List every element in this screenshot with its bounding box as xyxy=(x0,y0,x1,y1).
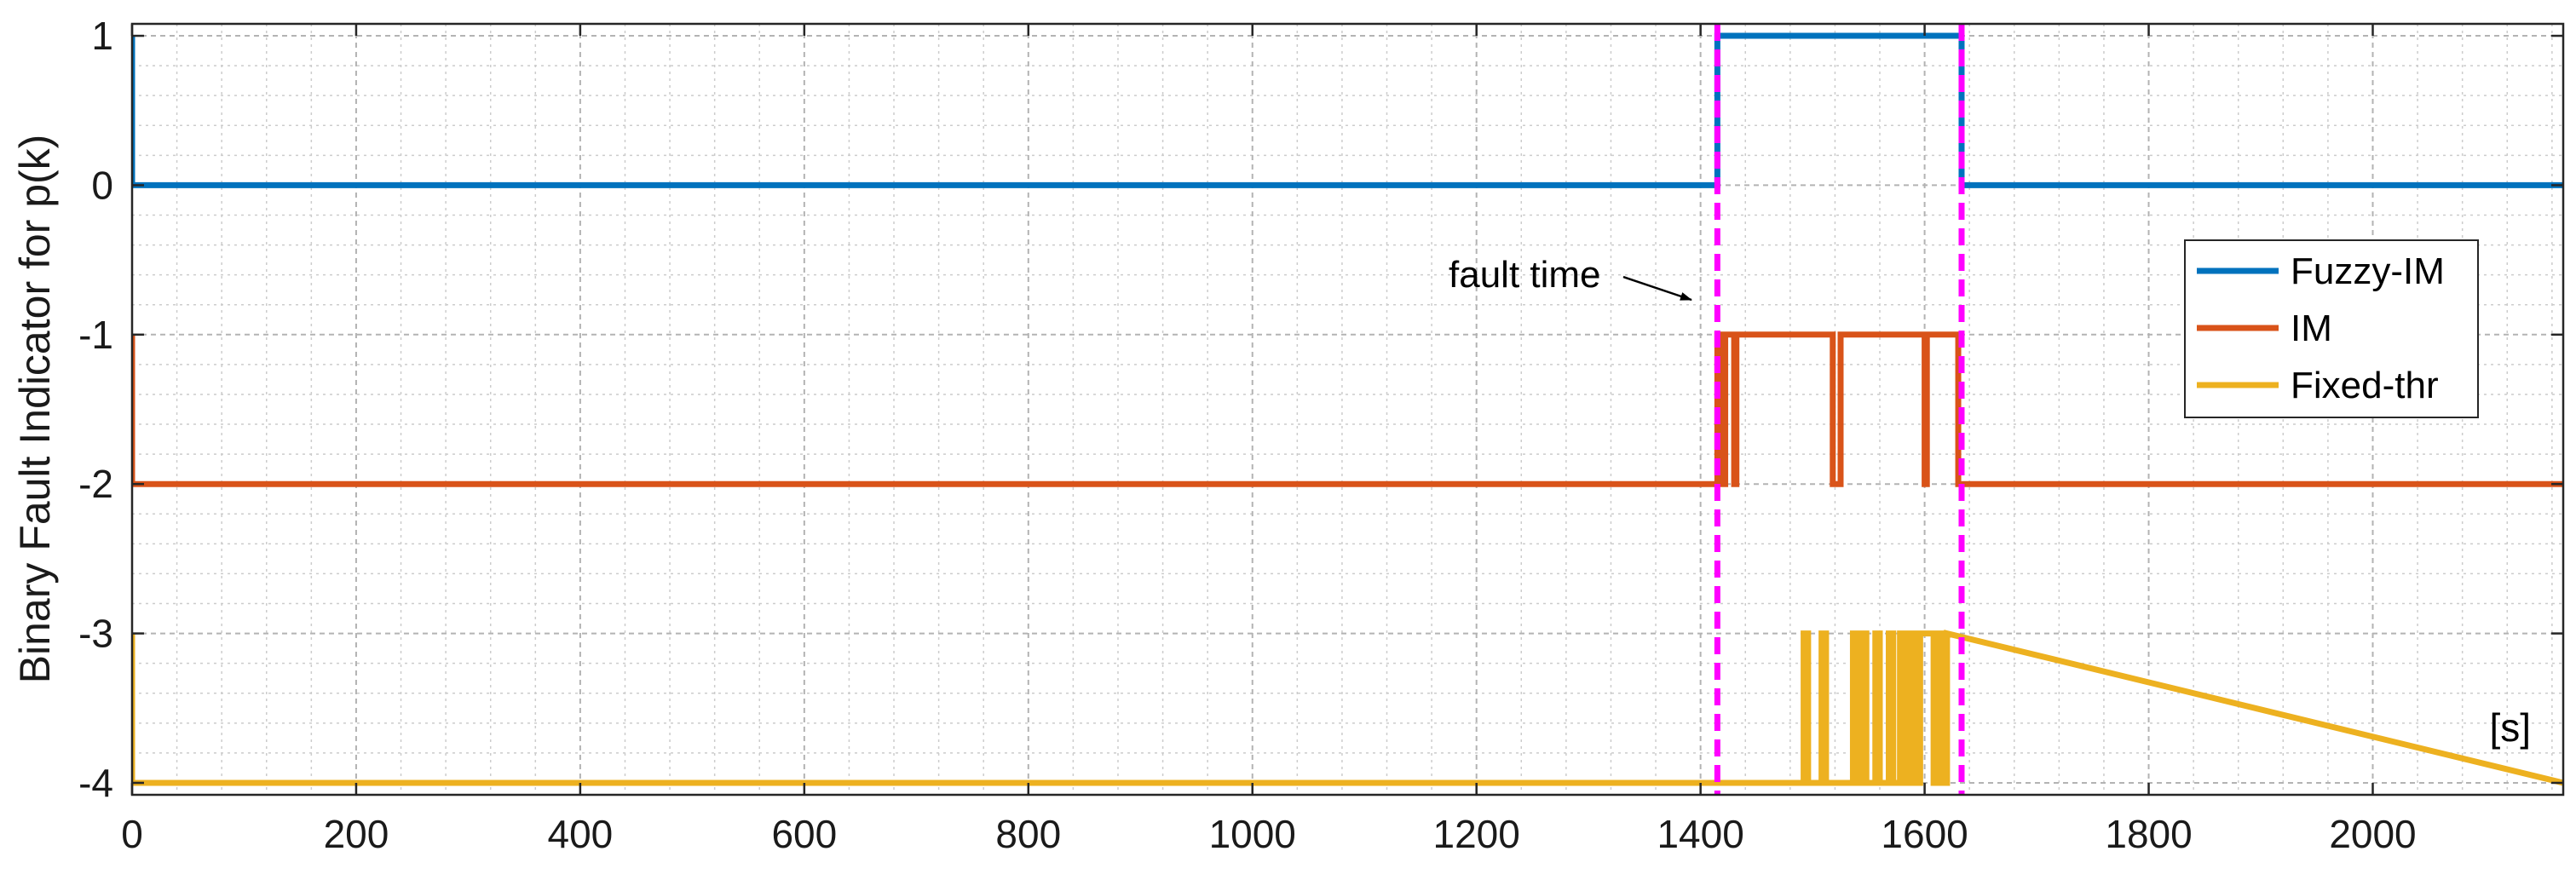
y-tick-label: 1 xyxy=(91,14,113,58)
legend-label: IM xyxy=(2291,308,2332,349)
x-tick-label: 1000 xyxy=(1209,812,1296,856)
x-tick-label: 200 xyxy=(324,812,389,856)
fault-time-arrow xyxy=(1622,275,1692,302)
fault-time-annotation: fault time xyxy=(1449,254,1692,302)
x-tick-label: 1600 xyxy=(1881,812,1968,856)
x-tick-label: 0 xyxy=(121,812,143,856)
x-tick-label: 600 xyxy=(771,812,837,856)
series-line-fixed-thr xyxy=(132,630,2563,786)
x-tick-label: 1400 xyxy=(1657,812,1743,856)
x-tick-label: 400 xyxy=(548,812,614,856)
plot-frame xyxy=(130,22,2565,797)
y-tick-label: -1 xyxy=(78,313,113,357)
x-axis-unit-label: [s] xyxy=(2489,705,2531,750)
y-tick-label: -2 xyxy=(78,462,113,506)
x-tick-label: 2000 xyxy=(2329,812,2416,856)
plot-background xyxy=(132,24,2563,795)
fault-lines xyxy=(1714,24,1965,795)
axes: 0 200 400 600 800 1000 1200 1400 1600 1800 200010-… xyxy=(78,14,2563,856)
y-tick-label: -3 xyxy=(78,612,113,656)
x-tick-label: 1800 xyxy=(2105,812,2192,856)
legend-label: Fixed-thr xyxy=(2291,365,2439,406)
x-tick-label: 1200 xyxy=(1433,812,1520,856)
y-tick-label: -4 xyxy=(78,761,113,805)
fault-time-label: fault time xyxy=(1449,254,1601,296)
legend-label: Fuzzy-IM xyxy=(2291,250,2445,292)
y-tick-label: 0 xyxy=(91,163,113,207)
y-axis-title: Binary Fault Indicator for p(k) xyxy=(11,135,59,684)
grid xyxy=(131,24,2563,795)
x-tick-label: 800 xyxy=(995,812,1061,856)
legend: Fuzzy-IM IM Fixed-thr xyxy=(2184,239,2479,418)
